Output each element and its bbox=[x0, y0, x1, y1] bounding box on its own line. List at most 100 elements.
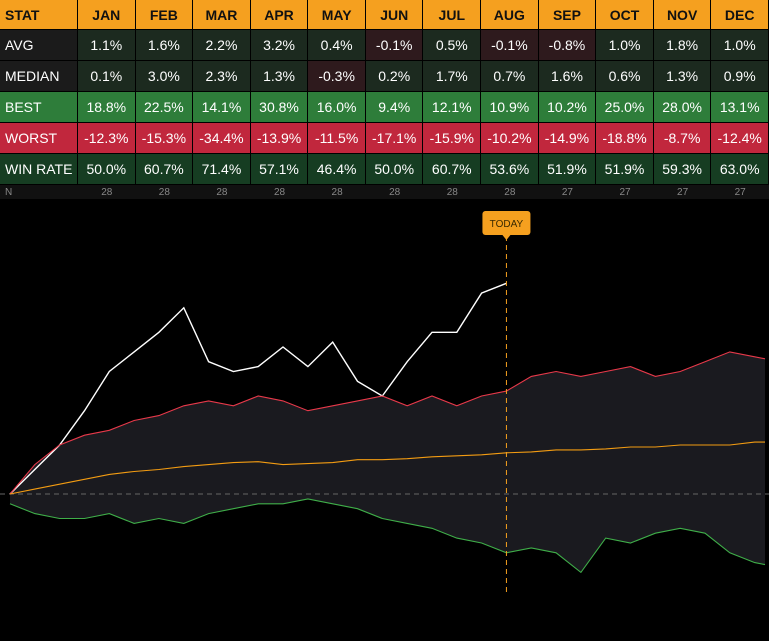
stat-cell: 63.0% bbox=[711, 154, 769, 185]
row-label: WORST bbox=[0, 123, 78, 154]
row-label: BEST bbox=[0, 92, 78, 123]
stat-cell: 1.8% bbox=[653, 30, 712, 61]
count-cell: 27 bbox=[538, 185, 597, 199]
stat-cell: 50.0% bbox=[78, 154, 136, 185]
header-cell: JUL bbox=[423, 0, 482, 30]
stat-cell: -11.5% bbox=[308, 123, 366, 154]
stat-cell: 1.6% bbox=[135, 30, 194, 61]
header-cell: OCT bbox=[596, 0, 654, 30]
range-band bbox=[10, 351, 765, 573]
header-cell: MAY bbox=[308, 0, 366, 30]
series-line bbox=[9, 351, 766, 495]
row-label: WIN RATE bbox=[0, 154, 78, 185]
header-cell: AUG bbox=[481, 0, 539, 30]
stat-cell: 13.1% bbox=[711, 92, 769, 123]
header-cell: STAT bbox=[0, 0, 78, 30]
stat-cell: 12.1% bbox=[423, 92, 482, 123]
stat-cell: -15.3% bbox=[135, 123, 194, 154]
stat-cell: 0.4% bbox=[308, 30, 366, 61]
chart: TODAY bbox=[0, 211, 769, 595]
stat-cell: 0.6% bbox=[596, 61, 654, 92]
stat-cell: 1.3% bbox=[250, 61, 309, 92]
series-line bbox=[9, 282, 507, 495]
stat-cell: 0.5% bbox=[423, 30, 482, 61]
stat-cell: -34.4% bbox=[193, 123, 251, 154]
stat-cell: 51.9% bbox=[596, 154, 654, 185]
stat-cell: 30.8% bbox=[250, 92, 309, 123]
header-cell: JAN bbox=[78, 0, 136, 30]
header-cell: JUN bbox=[365, 0, 424, 30]
stat-cell: 0.9% bbox=[711, 61, 769, 92]
count-cell: 28 bbox=[78, 185, 136, 199]
count-cell: 28 bbox=[135, 185, 194, 199]
stat-cell: 1.0% bbox=[596, 30, 654, 61]
stat-cell: 0.2% bbox=[365, 61, 424, 92]
series-line bbox=[9, 498, 766, 574]
header-cell: MAR bbox=[193, 0, 251, 30]
stat-cell: 1.0% bbox=[711, 30, 769, 61]
count-cell: 27 bbox=[711, 185, 769, 199]
stat-cell: 2.3% bbox=[193, 61, 251, 92]
stat-cell: -13.9% bbox=[250, 123, 309, 154]
stat-cell: 18.8% bbox=[78, 92, 136, 123]
today-pointer bbox=[502, 235, 511, 240]
stat-cell: 0.1% bbox=[78, 61, 136, 92]
stat-cell: -14.9% bbox=[538, 123, 597, 154]
stat-cell: 60.7% bbox=[135, 154, 194, 185]
stat-cell: 3.0% bbox=[135, 61, 194, 92]
stat-cell: 60.7% bbox=[423, 154, 482, 185]
count-cell: 27 bbox=[653, 185, 712, 199]
stat-cell: -12.3% bbox=[78, 123, 136, 154]
stat-cell: 10.2% bbox=[538, 92, 597, 123]
header-cell: APR bbox=[250, 0, 309, 30]
stat-cell: -17.1% bbox=[365, 123, 424, 154]
stat-cell: 9.4% bbox=[365, 92, 424, 123]
stat-cell: 46.4% bbox=[308, 154, 366, 185]
row-label: AVG bbox=[0, 30, 78, 61]
stat-cell: 10.9% bbox=[481, 92, 539, 123]
stat-cell: 71.4% bbox=[193, 154, 251, 185]
stat-cell: 1.6% bbox=[538, 61, 597, 92]
stat-cell: 28.0% bbox=[653, 92, 712, 123]
stat-cell: 1.7% bbox=[423, 61, 482, 92]
row-label: N bbox=[0, 185, 78, 199]
stat-cell: 1.1% bbox=[78, 30, 136, 61]
today-label: TODAY bbox=[490, 219, 524, 230]
stat-cell: 53.6% bbox=[481, 154, 539, 185]
count-cell: 28 bbox=[193, 185, 251, 199]
stat-cell: 14.1% bbox=[193, 92, 251, 123]
stat-cell: -12.4% bbox=[711, 123, 769, 154]
count-cell: 28 bbox=[481, 185, 539, 199]
count-cell: 28 bbox=[250, 185, 309, 199]
stat-cell: -15.9% bbox=[423, 123, 482, 154]
count-cell: 28 bbox=[365, 185, 424, 199]
header-cell: NOV bbox=[653, 0, 712, 30]
stat-cell: 1.3% bbox=[653, 61, 712, 92]
series-line bbox=[9, 441, 765, 495]
stat-cell: -18.8% bbox=[596, 123, 654, 154]
count-cell: 28 bbox=[423, 185, 482, 199]
today-badge bbox=[482, 211, 531, 235]
header-cell: DEC bbox=[711, 0, 769, 30]
stat-cell: 2.2% bbox=[193, 30, 251, 61]
stat-cell: 59.3% bbox=[653, 154, 712, 185]
header-cell: FEB bbox=[135, 0, 194, 30]
count-cell: 28 bbox=[308, 185, 366, 199]
stat-cell: 22.5% bbox=[135, 92, 194, 123]
stat-cell: -0.1% bbox=[481, 30, 539, 61]
stat-cell: -8.7% bbox=[653, 123, 712, 154]
stat-cell: -0.3% bbox=[308, 61, 366, 92]
stat-cell: -10.2% bbox=[481, 123, 539, 154]
stat-cell: 16.0% bbox=[308, 92, 366, 123]
stat-cell: 3.2% bbox=[250, 30, 309, 61]
stat-cell: -0.8% bbox=[538, 30, 597, 61]
stat-cell: 0.7% bbox=[481, 61, 539, 92]
stat-cell: -0.1% bbox=[365, 30, 424, 61]
count-cell: 27 bbox=[596, 185, 654, 199]
header-cell: SEP bbox=[538, 0, 597, 30]
stat-cell: 50.0% bbox=[365, 154, 424, 185]
row-label: MEDIAN bbox=[0, 61, 78, 92]
stat-cell: 25.0% bbox=[596, 92, 654, 123]
stat-cell: 51.9% bbox=[538, 154, 597, 185]
